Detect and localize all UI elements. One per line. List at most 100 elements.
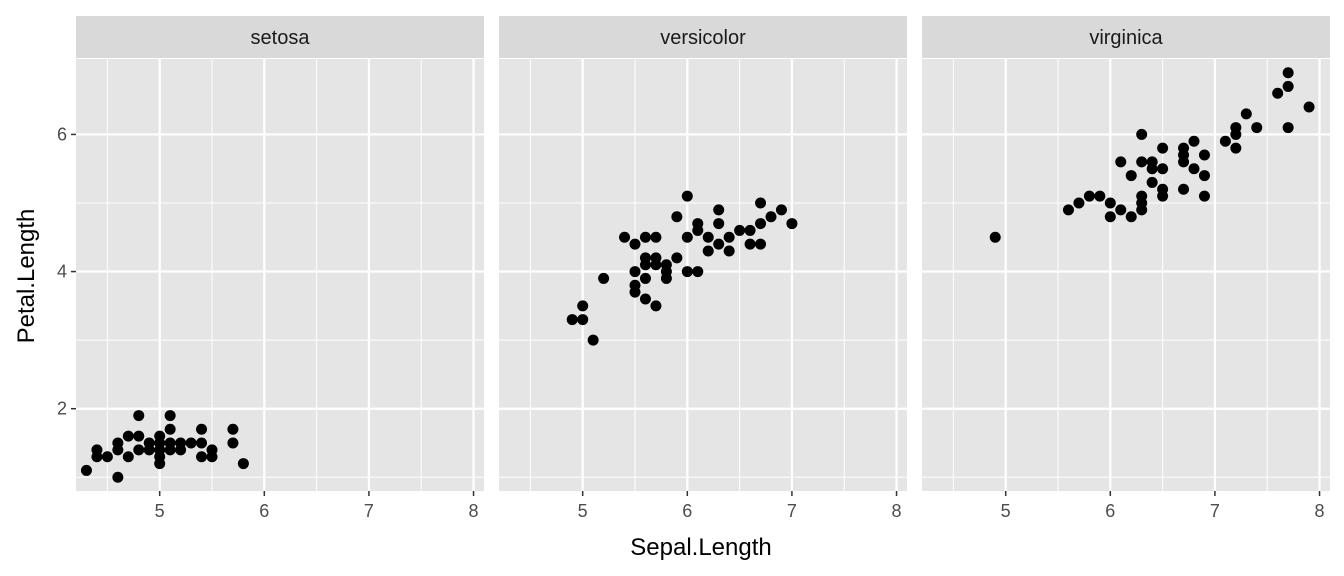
data-point (765, 211, 777, 223)
facet-strip-label: setosa (251, 27, 311, 49)
data-point (702, 231, 714, 243)
data-point (1104, 211, 1116, 223)
data-point (196, 423, 208, 435)
data-point (112, 471, 124, 483)
data-point (1219, 135, 1231, 147)
data-point (1146, 176, 1158, 188)
x-tick-label: 8 (892, 501, 902, 521)
data-point (713, 204, 725, 216)
facet-strip (922, 16, 1330, 58)
data-point (1094, 190, 1106, 202)
data-point (1083, 190, 1095, 202)
data-point (786, 218, 798, 230)
x-tick-label: 5 (1001, 501, 1011, 521)
data-point (185, 437, 197, 449)
data-point (1198, 170, 1210, 182)
y-tick-label: 2 (57, 399, 67, 419)
data-point (755, 218, 767, 230)
data-point (577, 314, 589, 326)
data-point (1230, 142, 1242, 154)
data-point (629, 279, 641, 291)
data-point (650, 231, 662, 243)
facet-strip (499, 16, 907, 58)
data-point (619, 231, 631, 243)
data-point (577, 300, 589, 312)
data-point (1240, 108, 1252, 120)
facet-strip-label: virginica (1089, 27, 1163, 49)
data-point (692, 266, 704, 278)
data-point (1136, 156, 1148, 168)
data-point (164, 423, 176, 435)
facet-strip-label: versicolor (660, 27, 746, 49)
data-point (237, 458, 249, 470)
y-axis-title: Petal.Length (13, 209, 40, 344)
data-point (1282, 80, 1294, 92)
data-point (112, 437, 124, 449)
data-point (227, 437, 239, 449)
data-point (122, 430, 134, 442)
data-point (744, 238, 756, 250)
data-point (206, 444, 218, 456)
data-point (681, 231, 693, 243)
data-point (744, 224, 756, 236)
data-point (639, 252, 651, 264)
panel-background (922, 59, 1330, 491)
data-point (1188, 163, 1200, 175)
x-tick-label: 8 (469, 501, 479, 521)
data-point (734, 224, 746, 236)
panel-background (499, 59, 907, 491)
data-point (1282, 122, 1294, 134)
data-point (692, 218, 704, 230)
data-point (660, 259, 672, 271)
data-point (681, 190, 693, 202)
data-point (1157, 183, 1169, 195)
data-point (1157, 163, 1169, 175)
data-point (91, 451, 103, 463)
data-point (681, 266, 693, 278)
data-point (1062, 204, 1074, 216)
data-point (1303, 101, 1315, 113)
x-axis-title: Sepal.Length (630, 534, 771, 561)
data-point (1272, 87, 1284, 99)
data-point (566, 314, 578, 326)
data-point (639, 293, 651, 305)
data-point (101, 451, 113, 463)
data-point (1115, 204, 1127, 216)
data-point (143, 437, 155, 449)
data-point (1251, 122, 1263, 134)
data-point (713, 218, 725, 230)
x-tick-label: 7 (1210, 501, 1220, 521)
data-point (671, 211, 683, 223)
data-point (1073, 197, 1085, 209)
data-point (175, 437, 187, 449)
data-point (629, 266, 641, 278)
x-tick-label: 6 (259, 501, 269, 521)
data-point (1157, 142, 1169, 154)
data-point (775, 204, 787, 216)
data-point (1198, 149, 1210, 161)
data-point (133, 430, 145, 442)
facet-panel-virginica: virginica 5 6 7 8 (922, 16, 1330, 521)
data-point (1104, 197, 1116, 209)
x-tick-label: 5 (578, 501, 588, 521)
data-point (1282, 67, 1294, 79)
data-point (650, 300, 662, 312)
x-tick-label: 7 (787, 501, 797, 521)
data-point (650, 252, 662, 264)
facet-panels: setosa 5 6 7 8 2 4 6 versicolor 5 6 7 8 virginica 5 6 7 8 (57, 16, 1330, 521)
data-point (598, 272, 610, 284)
data-point (755, 197, 767, 209)
data-point (1178, 142, 1190, 154)
data-point (639, 272, 651, 284)
x-tick-label: 6 (682, 501, 692, 521)
data-point (671, 252, 683, 264)
data-point (122, 451, 134, 463)
data-point (196, 437, 208, 449)
data-point (587, 334, 599, 346)
data-point (1125, 170, 1137, 182)
data-point (723, 231, 735, 243)
data-point (196, 451, 208, 463)
data-point (227, 423, 239, 435)
facet-strip (76, 16, 484, 58)
